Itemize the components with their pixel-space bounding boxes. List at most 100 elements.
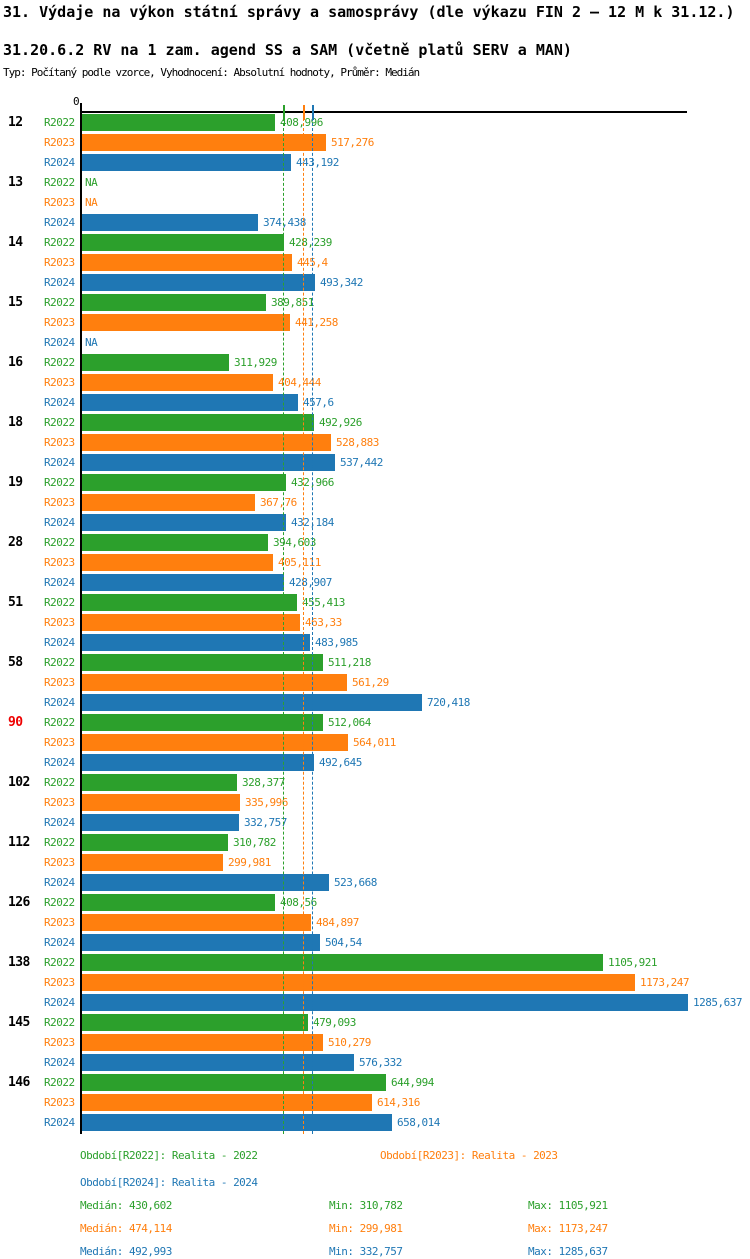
series-label-r2024: R2024: [44, 816, 75, 829]
bar-138-r2024: [82, 994, 688, 1011]
bar-145-r2022: [82, 1014, 308, 1031]
bar-16-r2022: [82, 354, 229, 371]
series-label-r2022: R2022: [44, 716, 75, 729]
series-label-r2022: R2022: [44, 1016, 75, 1029]
bar-value-label: 367,76: [260, 496, 297, 509]
series-label-r2023: R2023: [44, 1036, 75, 1049]
bar-16-r2024: [82, 394, 298, 411]
bar-146-r2024: [82, 1114, 392, 1131]
bar-112-r2022: [82, 834, 228, 851]
bar-value-label: 1285,637: [693, 996, 742, 1009]
bar-126-r2024: [82, 934, 320, 951]
series-label-r2023: R2023: [44, 136, 75, 149]
series-label-r2024: R2024: [44, 516, 75, 529]
na-label: NA: [85, 176, 98, 189]
series-label-r2022: R2022: [44, 1076, 75, 1089]
median-line-r2022: [283, 118, 284, 1134]
series-label-r2023: R2023: [44, 556, 75, 569]
series-label-r2023: R2023: [44, 256, 75, 269]
series-label-r2024: R2024: [44, 576, 75, 589]
series-label-r2024: R2024: [44, 216, 75, 229]
bar-14-r2023: [82, 254, 292, 271]
series-label-r2022: R2022: [44, 476, 75, 489]
stat-min-r2023: Min: 299,981: [329, 1222, 403, 1235]
group-label-14: 14: [8, 235, 23, 250]
group-label-145: 145: [8, 1015, 30, 1030]
bar-16-r2023: [82, 374, 273, 391]
bar-58-r2024: [82, 694, 422, 711]
legend-item-r2023: Období[R2023]: Realita - 2023: [380, 1149, 558, 1162]
series-label-r2023: R2023: [44, 496, 75, 509]
series-label-r2022: R2022: [44, 116, 75, 129]
stat-max-r2023: Max: 1173,247: [528, 1222, 608, 1235]
median-tick-r2022: [283, 105, 285, 120]
group-label-90: 90: [8, 715, 23, 730]
bar-value-label: 441,258: [295, 316, 338, 329]
stat-median-r2023: Medián: 474,114: [80, 1222, 172, 1235]
bar-value-label: 408,56: [280, 896, 317, 909]
bar-18-r2023: [82, 434, 331, 451]
series-label-r2023: R2023: [44, 616, 75, 629]
series-label-r2024: R2024: [44, 1116, 75, 1129]
bar-146-r2022: [82, 1074, 386, 1091]
group-label-13: 13: [8, 175, 23, 190]
series-label-r2022: R2022: [44, 236, 75, 249]
bar-value-label: 720,418: [427, 696, 470, 709]
bar-15-r2023: [82, 314, 290, 331]
series-label-r2022: R2022: [44, 296, 75, 309]
stat-max-r2024: Max: 1285,637: [528, 1245, 608, 1258]
bar-value-label: 404,444: [278, 376, 321, 389]
bar-value-label: 512,064: [328, 716, 371, 729]
bar-51-r2023: [82, 614, 300, 631]
series-label-r2022: R2022: [44, 356, 75, 369]
group-label-16: 16: [8, 355, 23, 370]
legend-item-r2022: Období[R2022]: Realita - 2022: [80, 1149, 258, 1162]
bar-14-r2022: [82, 234, 284, 251]
bar-12-r2024: [82, 154, 291, 171]
series-label-r2022: R2022: [44, 596, 75, 609]
series-label-r2023: R2023: [44, 856, 75, 869]
bar-value-label: 493,342: [320, 276, 363, 289]
bar-13-r2024: [82, 214, 258, 231]
group-label-146: 146: [8, 1075, 30, 1090]
bar-51-r2024: [82, 634, 310, 651]
bar-value-label: 511,218: [328, 656, 371, 669]
bar-value-label: 408,996: [280, 116, 323, 129]
y-axis-line: [80, 103, 82, 1134]
series-label-r2023: R2023: [44, 736, 75, 749]
bar-value-label: 644,994: [391, 1076, 434, 1089]
bar-102-r2023: [82, 794, 240, 811]
x-axis-line: [80, 111, 687, 113]
bar-18-r2022: [82, 414, 314, 431]
bar-value-label: 492,645: [319, 756, 362, 769]
bar-90-r2022: [82, 714, 323, 731]
bar-146-r2023: [82, 1094, 372, 1111]
series-label-r2024: R2024: [44, 936, 75, 949]
stat-min-r2022: Min: 310,782: [329, 1199, 403, 1212]
bar-value-label: 479,093: [313, 1016, 356, 1029]
bar-value-label: 537,442: [340, 456, 383, 469]
median-line-r2024: [312, 118, 313, 1134]
bar-value-label: 528,883: [336, 436, 379, 449]
bar-15-r2022: [82, 294, 266, 311]
bar-126-r2022: [82, 894, 275, 911]
bar-28-r2024: [82, 574, 284, 591]
bar-value-label: 311,929: [234, 356, 277, 369]
bar-51-r2022: [82, 594, 297, 611]
series-label-r2024: R2024: [44, 876, 75, 889]
bar-value-label: 614,316: [377, 1096, 420, 1109]
group-label-51: 51: [8, 595, 23, 610]
bar-58-r2023: [82, 674, 347, 691]
bar-value-label: 510,279: [328, 1036, 371, 1049]
series-label-r2023: R2023: [44, 976, 75, 989]
series-label-r2022: R2022: [44, 956, 75, 969]
bar-90-r2024: [82, 754, 314, 771]
series-label-r2022: R2022: [44, 176, 75, 189]
bar-value-label: 523,668: [334, 876, 377, 889]
median-tick-r2024: [312, 105, 314, 120]
bar-value-label: 389,851: [271, 296, 314, 309]
series-label-r2023: R2023: [44, 376, 75, 389]
bar-value-label: 332,757: [244, 816, 287, 829]
plot-area: 0 12 R2022 408,996 R2023 517,276 R2024 443,192…: [8, 95, 742, 1134]
